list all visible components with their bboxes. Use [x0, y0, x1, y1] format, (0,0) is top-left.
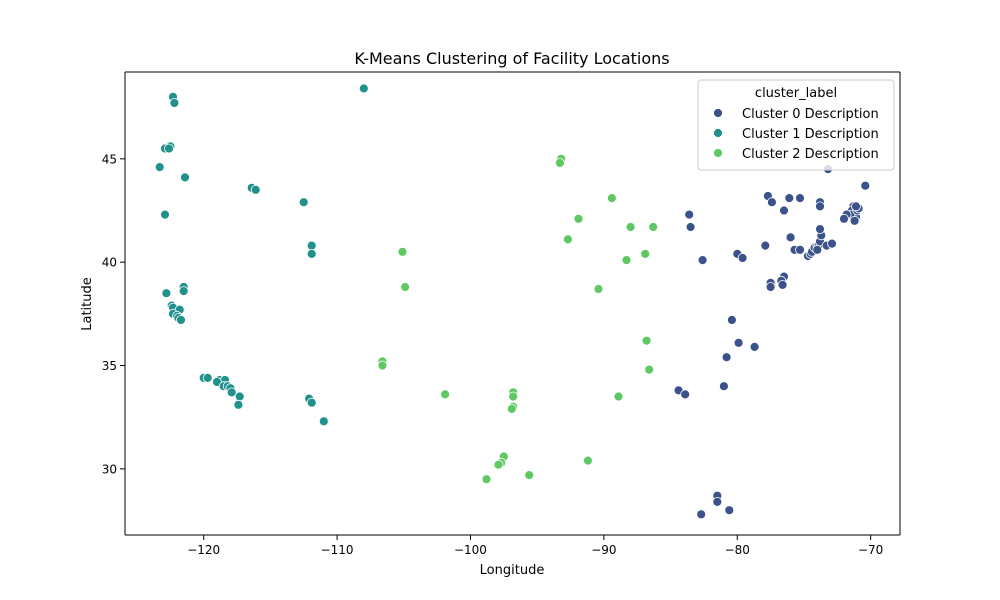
- point-cluster-0-56: [725, 506, 734, 515]
- point-cluster-2-17: [614, 392, 623, 401]
- point-cluster-2-4: [626, 223, 635, 232]
- point-cluster-0-43: [766, 283, 775, 292]
- point-cluster-1-8: [161, 210, 170, 219]
- point-cluster-1-16: [179, 287, 188, 296]
- point-cluster-0-6: [780, 206, 789, 215]
- point-cluster-2-21: [507, 404, 516, 413]
- legend-label-cluster-1: Cluster 1 Description: [742, 127, 879, 142]
- point-cluster-2-25: [482, 475, 491, 484]
- point-cluster-1-32: [227, 388, 236, 397]
- point-cluster-0-49: [750, 342, 759, 351]
- point-cluster-2-24: [494, 460, 503, 469]
- point-cluster-1-14: [162, 289, 171, 298]
- point-cluster-2-1: [555, 158, 564, 167]
- point-cluster-0-27: [786, 233, 795, 242]
- y-tick-label: 35: [102, 359, 117, 373]
- legend-title: cluster_label: [755, 86, 837, 101]
- point-cluster-1-0: [359, 84, 368, 93]
- legend-marker-cluster-0: [714, 109, 723, 118]
- point-cluster-2-11: [594, 285, 603, 294]
- chart-title: K-Means Clustering of Facility Locations: [354, 49, 669, 68]
- point-cluster-0-38: [816, 225, 825, 234]
- point-cluster-0-3: [767, 198, 776, 207]
- point-cluster-0-16: [840, 214, 849, 223]
- point-cluster-2-27: [583, 456, 592, 465]
- point-cluster-0-20: [852, 202, 861, 211]
- point-cluster-0-26: [761, 241, 770, 250]
- x-tick-label: −70: [858, 543, 883, 557]
- y-tick-label: 45: [102, 152, 117, 166]
- x-tick-label: −100: [454, 543, 487, 557]
- point-cluster-2-12: [642, 336, 651, 345]
- point-cluster-2-7: [622, 256, 631, 265]
- x-tick-label: −90: [591, 543, 616, 557]
- point-cluster-2-10: [401, 283, 410, 292]
- point-cluster-0-57: [697, 510, 706, 519]
- point-cluster-0-1: [861, 181, 870, 190]
- legend: cluster_label Cluster 0 Description Clus…: [698, 80, 894, 170]
- point-cluster-1-5: [165, 144, 174, 153]
- y-axis-label: Latitude: [80, 277, 95, 331]
- point-cluster-1-6: [155, 163, 164, 172]
- point-cluster-0-22: [686, 223, 695, 232]
- legend-marker-cluster-2: [714, 149, 723, 158]
- point-cluster-1-23: [177, 316, 186, 325]
- point-cluster-0-47: [727, 316, 736, 325]
- y-tick-label: 30: [102, 462, 117, 476]
- point-cluster-2-26: [525, 471, 534, 480]
- x-axis-label: Longitude: [480, 563, 545, 578]
- point-cluster-2-15: [378, 361, 387, 370]
- point-cluster-0-52: [681, 390, 690, 399]
- x-tick-label: −110: [321, 543, 354, 557]
- point-cluster-0-48: [734, 338, 743, 347]
- point-cluster-1-34: [234, 400, 243, 409]
- point-cluster-0-46: [778, 280, 787, 289]
- point-cluster-0-41: [813, 245, 822, 254]
- y-tick-label: 40: [102, 256, 117, 270]
- point-cluster-0-29: [796, 245, 805, 254]
- point-cluster-0-53: [719, 382, 728, 391]
- point-cluster-1-37: [319, 417, 328, 426]
- point-cluster-0-17: [850, 216, 859, 225]
- legend-marker-cluster-1: [714, 129, 723, 138]
- x-tick-label: −120: [187, 543, 220, 557]
- point-cluster-1-33: [235, 392, 244, 401]
- point-cluster-0-23: [698, 256, 707, 265]
- point-cluster-1-11: [299, 198, 308, 207]
- point-cluster-1-13: [307, 249, 316, 258]
- point-cluster-2-9: [398, 247, 407, 256]
- point-cluster-0-50: [722, 353, 731, 362]
- point-cluster-0-8: [816, 202, 825, 211]
- legend-label-cluster-0: Cluster 0 Description: [742, 107, 879, 122]
- point-cluster-1-2: [170, 99, 179, 108]
- point-cluster-0-40: [828, 239, 837, 248]
- point-cluster-0-21: [685, 210, 694, 219]
- point-cluster-1-36: [307, 398, 316, 407]
- point-cluster-2-5: [649, 223, 658, 232]
- point-cluster-2-19: [509, 392, 518, 401]
- point-cluster-0-4: [785, 194, 794, 203]
- point-cluster-1-25: [203, 373, 212, 382]
- point-cluster-2-2: [607, 194, 616, 203]
- x-tick-label: −80: [725, 543, 750, 557]
- point-cluster-1-10: [251, 185, 260, 194]
- legend-label-cluster-2: Cluster 2 Description: [742, 147, 879, 162]
- point-cluster-0-5: [796, 194, 805, 203]
- point-cluster-2-8: [641, 249, 650, 258]
- point-cluster-1-12: [307, 241, 316, 250]
- point-cluster-2-13: [645, 365, 654, 374]
- point-cluster-2-6: [563, 235, 572, 244]
- point-cluster-0-55: [713, 497, 722, 506]
- point-cluster-1-7: [181, 173, 190, 182]
- point-cluster-2-16: [441, 390, 450, 399]
- point-cluster-2-3: [574, 214, 583, 223]
- point-cluster-0-25: [738, 254, 747, 263]
